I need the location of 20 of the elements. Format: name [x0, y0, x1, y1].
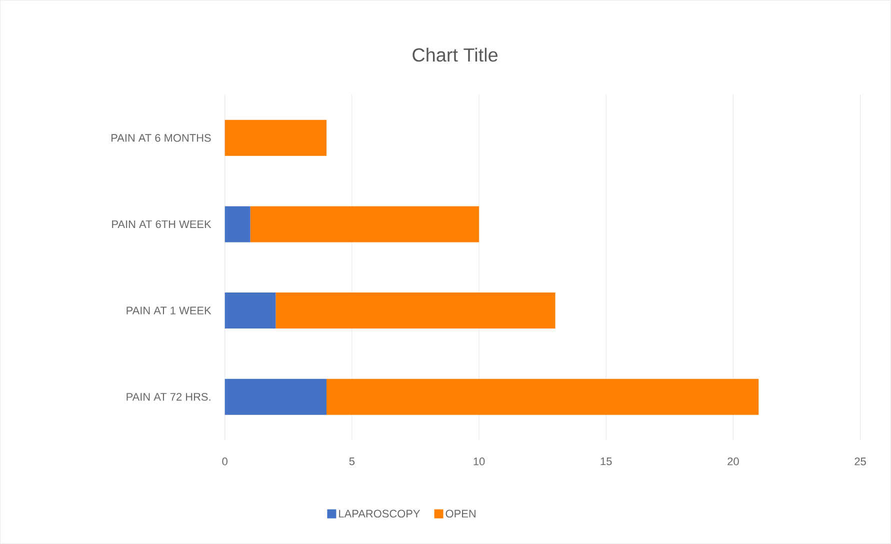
y-tick-label: PAIN AT 6TH WEEK: [112, 220, 212, 228]
x-tick-label: 15: [600, 458, 612, 466]
y-tick-label: PAIN AT 1 WEEK: [126, 306, 212, 314]
x-tick-label: 0: [222, 458, 228, 466]
y-tick-label: PAIN AT 72 HRS.: [126, 393, 210, 401]
x-tick-label: 10: [474, 458, 485, 466]
bar: [224, 206, 250, 242]
y-tick-label: PAIN AT 6 MONTHS: [112, 134, 211, 142]
bar: [250, 206, 480, 242]
bar: [276, 292, 556, 329]
bar: [224, 120, 327, 156]
bar: [326, 378, 759, 415]
x-tick-label: 25: [854, 458, 866, 466]
legend-label: OPEN: [446, 510, 476, 518]
bar: [224, 292, 276, 329]
x-tick-label: 20: [728, 458, 739, 466]
legend-label: LAPAROSCOPY: [339, 510, 420, 518]
chart-title: Chart Title: [412, 48, 498, 62]
x-tick-label: 5: [349, 458, 355, 466]
bar: [224, 378, 327, 415]
